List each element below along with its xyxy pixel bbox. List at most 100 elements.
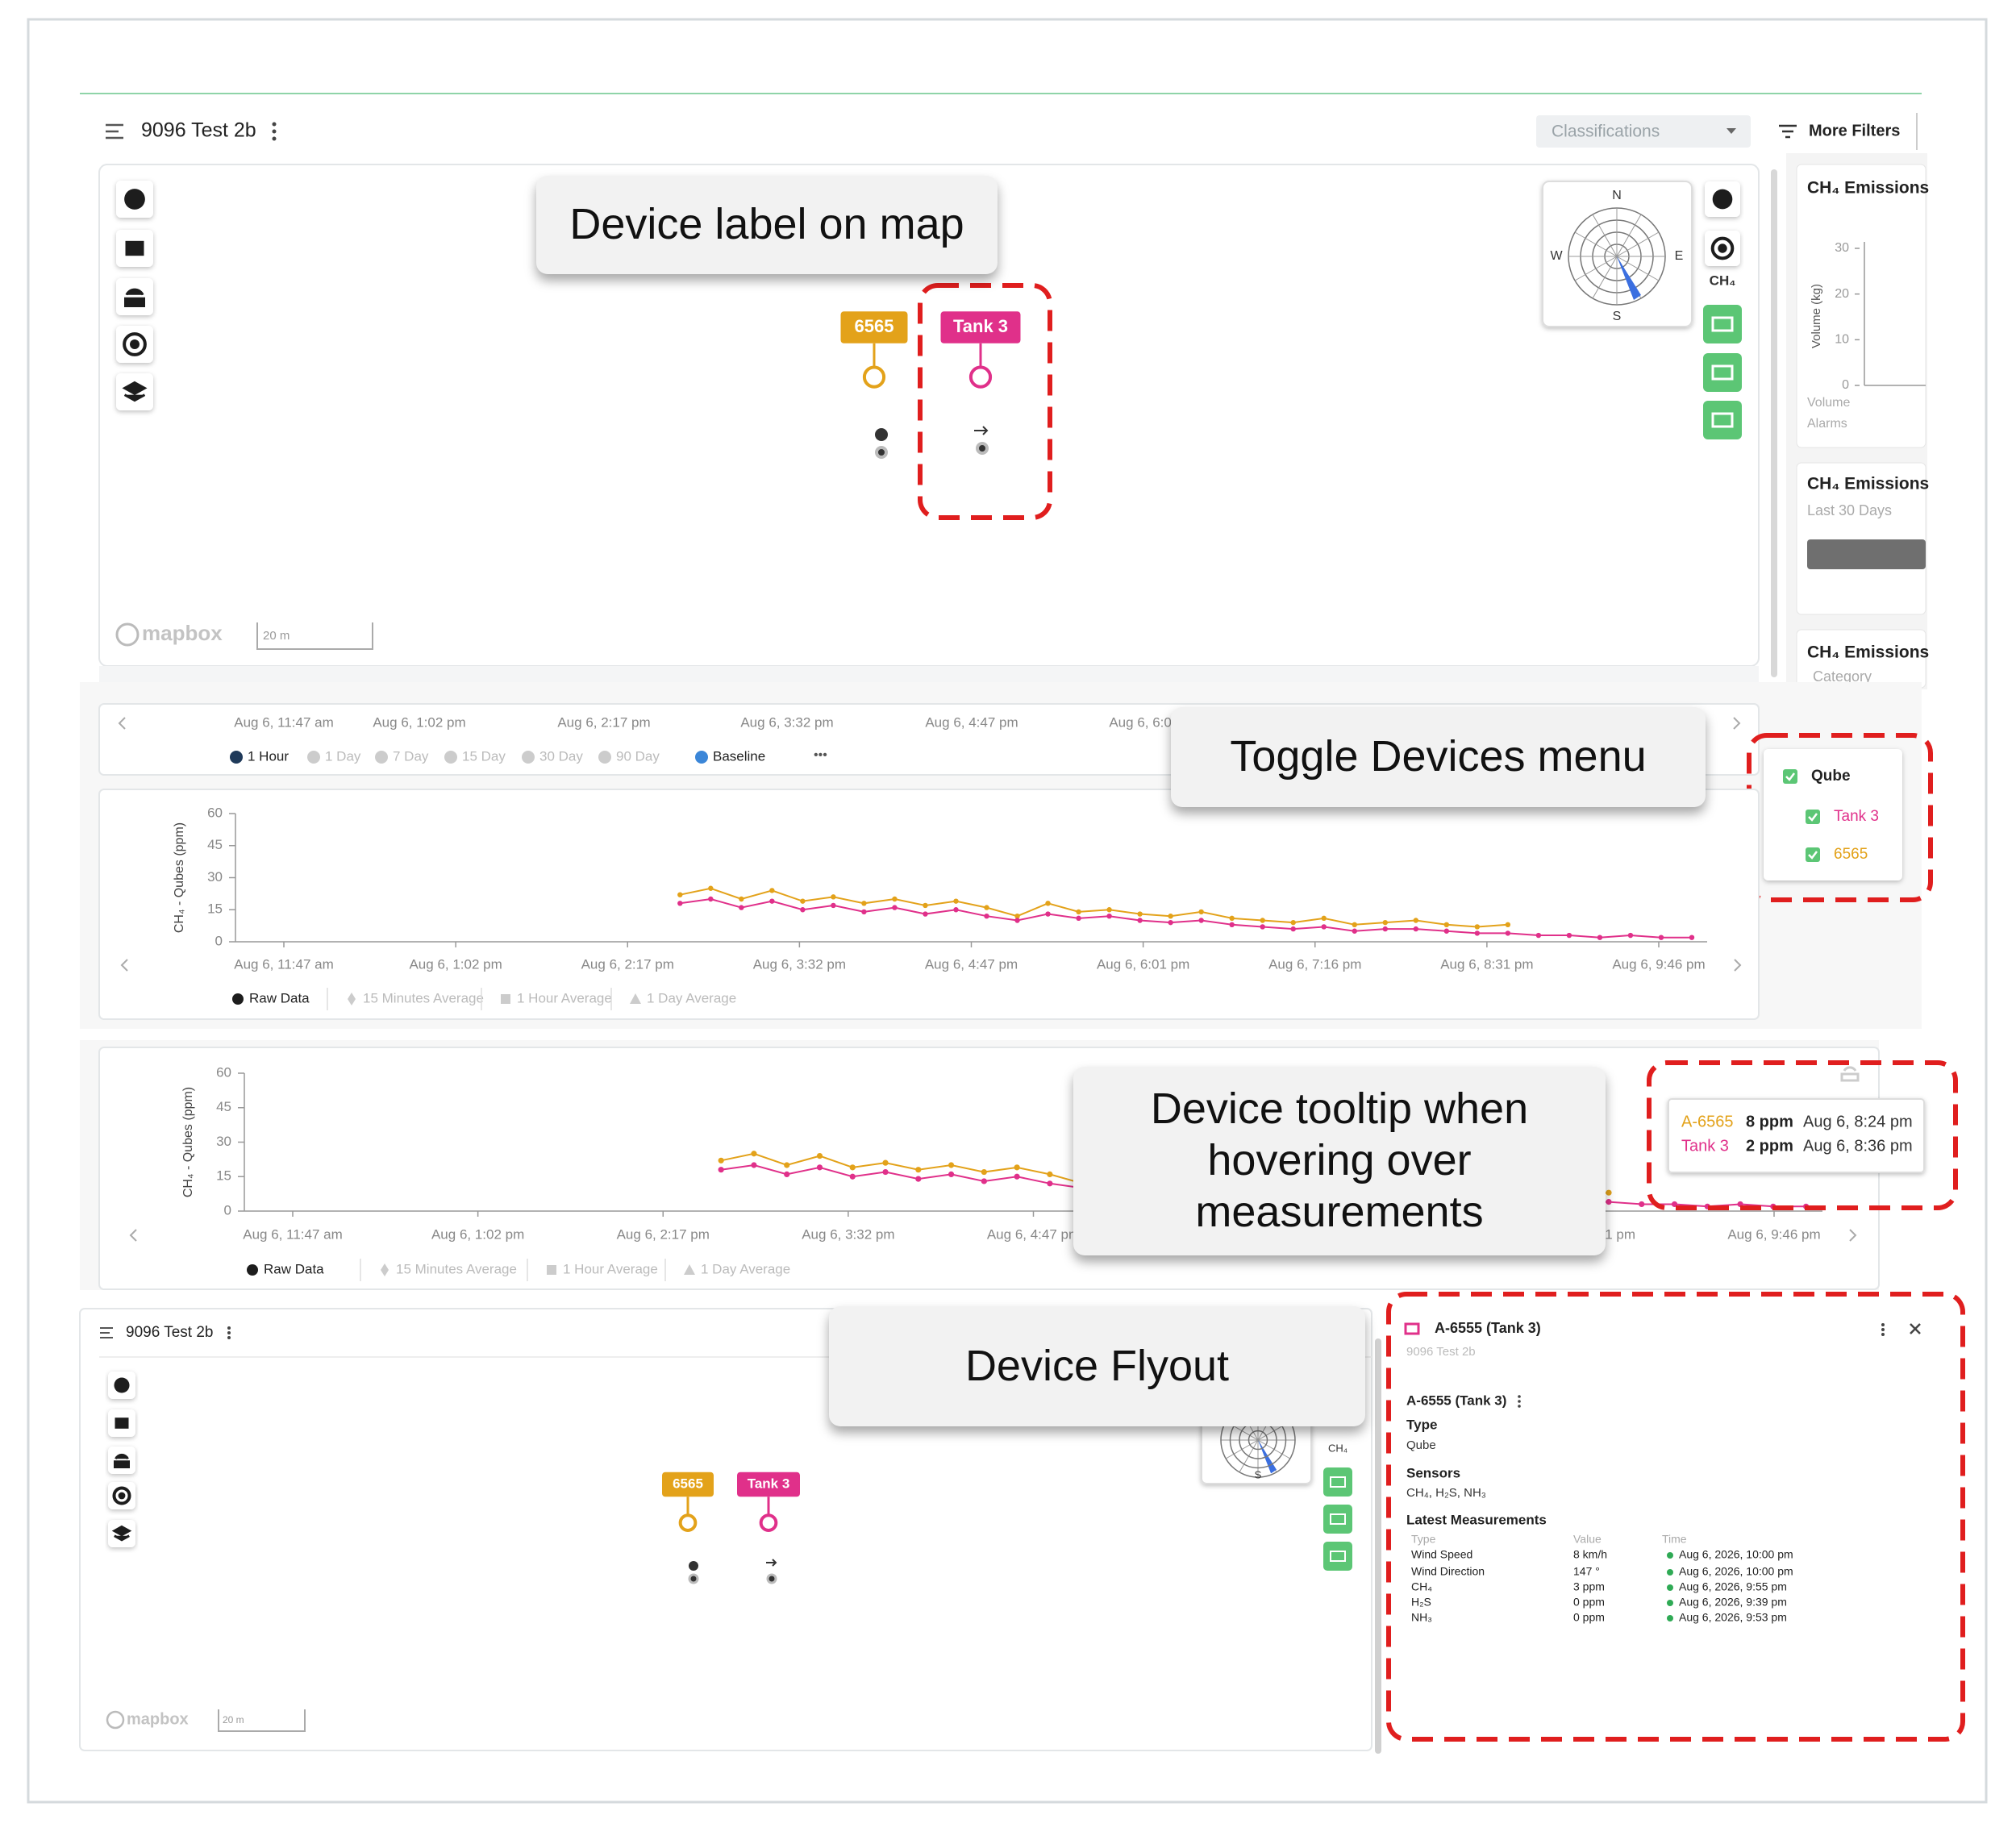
x-tick-label: Aug 6, 2:17 pm	[581, 956, 674, 972]
device-pin[interactable]	[678, 1513, 698, 1532]
legend-label[interactable]: 1 Hour Average	[563, 1261, 658, 1276]
range-option[interactable]: Baseline	[713, 748, 765, 764]
device-label[interactable]	[940, 311, 1021, 343]
layer-button[interactable]	[1703, 353, 1742, 392]
data-point	[1321, 915, 1327, 922]
data-point	[915, 1176, 922, 1182]
highlight-box	[1647, 1060, 1958, 1210]
device-pin[interactable]	[862, 365, 886, 389]
data-point	[882, 1159, 889, 1166]
data-point	[1168, 919, 1173, 926]
kebab	[272, 129, 277, 134]
y-tick-label: 15	[216, 1168, 231, 1184]
legend-label[interactable]: 15 Minutes Average	[363, 990, 484, 1005]
x-tick-label: Aug 6, 4:47 pm	[987, 1226, 1080, 1242]
y-tick-label: 45	[216, 1099, 231, 1114]
cell: 0 ppm	[1573, 1596, 1605, 1609]
compass-letter: N	[1612, 189, 1622, 202]
menu-group: Qube	[1811, 768, 1851, 785]
x-tick-label: Aug 6, 3:32 pm	[802, 1226, 894, 1242]
data-point	[718, 1157, 724, 1164]
data-point	[1198, 918, 1204, 923]
range-option[interactable]: 1 Hour	[248, 748, 289, 764]
check	[1785, 772, 1795, 781]
range-option[interactable]: 90 Day	[616, 748, 660, 764]
data-point	[1597, 935, 1603, 940]
callout: Toggle Devices menu	[1171, 707, 1706, 807]
legend-label[interactable]: Raw Data	[264, 1261, 324, 1276]
tooltip-value: 8 ppm	[1746, 1113, 1793, 1130]
menu-item: 6565	[1834, 846, 1868, 863]
cell: Aug 6, 2026, 10:00 pm	[1679, 1548, 1793, 1561]
map-tool[interactable]	[108, 1447, 135, 1474]
range-option[interactable]: 1 Day	[325, 748, 361, 764]
legend-label[interactable]: 1 Hour Average	[517, 990, 612, 1005]
data-point	[831, 894, 836, 900]
data-point	[1413, 926, 1419, 932]
layer-button[interactable]	[1703, 305, 1742, 343]
more-button[interactable]: •••	[814, 748, 827, 762]
y-tick-label: 0	[224, 1202, 231, 1218]
map-tool[interactable]	[116, 278, 153, 315]
data-point	[948, 1162, 955, 1168]
compass-letter: W	[1550, 249, 1563, 263]
layer-button[interactable]	[1323, 1542, 1352, 1571]
icon	[115, 1417, 129, 1429]
checkbox[interactable]	[1806, 847, 1820, 862]
device-icon	[976, 442, 989, 455]
layer-button[interactable]	[1323, 1505, 1352, 1534]
legend-label[interactable]: 1 Day Average	[647, 990, 736, 1005]
menu-icon	[100, 1327, 113, 1338]
cell: Wind Speed	[1411, 1548, 1472, 1561]
data-point	[739, 896, 744, 902]
range-option[interactable]: 30 Day	[539, 748, 583, 764]
layer-button[interactable]	[1703, 401, 1742, 439]
legend-label[interactable]: 15 Minutes Average	[396, 1261, 517, 1276]
legend-label[interactable]: Raw Data	[249, 990, 310, 1005]
data-point	[981, 1178, 987, 1184]
range-dot	[444, 751, 457, 764]
range-option[interactable]: 7 Day	[393, 748, 429, 764]
device-icon	[766, 1559, 777, 1567]
legend-label[interactable]: 1 Day Average	[701, 1261, 790, 1276]
data-point	[1474, 924, 1481, 930]
icon	[1711, 412, 1734, 428]
data-point	[1047, 1180, 1053, 1187]
toggle-menu	[1764, 749, 1902, 880]
cell: Wind Direction	[1411, 1565, 1485, 1578]
data-point	[769, 898, 775, 904]
panel-edge	[99, 666, 1759, 682]
data-point	[769, 888, 775, 893]
close-button[interactable]	[1910, 1323, 1921, 1334]
range-option[interactable]: 15 Day	[462, 748, 506, 764]
data-point	[1014, 914, 1020, 919]
filter-button[interactable]: More Filters	[1809, 122, 1900, 139]
device-label[interactable]	[662, 1472, 714, 1497]
card	[1796, 164, 1926, 448]
legend-marker	[381, 1263, 389, 1276]
field-value: CH₄, H₂S, NH₃	[1406, 1486, 1486, 1500]
data-point	[849, 1173, 856, 1180]
kebab	[227, 1326, 231, 1330]
data-point	[718, 1167, 724, 1173]
device-pin[interactable]	[759, 1513, 778, 1532]
device-icon	[766, 1573, 777, 1584]
x-tick-label: Aug 6, 2:17 pm	[557, 714, 650, 730]
filter-icon	[1779, 124, 1797, 139]
nav-arrow	[1849, 1229, 1857, 1242]
data-point	[953, 907, 959, 913]
layer-button[interactable]	[1323, 1467, 1352, 1497]
range-dot	[230, 751, 243, 764]
compass-spoke	[1616, 214, 1642, 257]
device-label[interactable]	[737, 1472, 800, 1497]
device-pin[interactable]	[968, 365, 993, 389]
dropdown[interactable]	[1536, 115, 1751, 148]
column-header: Time	[1662, 1533, 1687, 1546]
data-point	[1045, 901, 1051, 906]
range-dot	[695, 751, 708, 764]
checkbox[interactable]	[1783, 769, 1797, 784]
device-label[interactable]	[840, 311, 908, 343]
flyout	[1389, 1311, 1960, 1735]
checkbox[interactable]	[1806, 810, 1820, 824]
data-point	[816, 1164, 823, 1171]
